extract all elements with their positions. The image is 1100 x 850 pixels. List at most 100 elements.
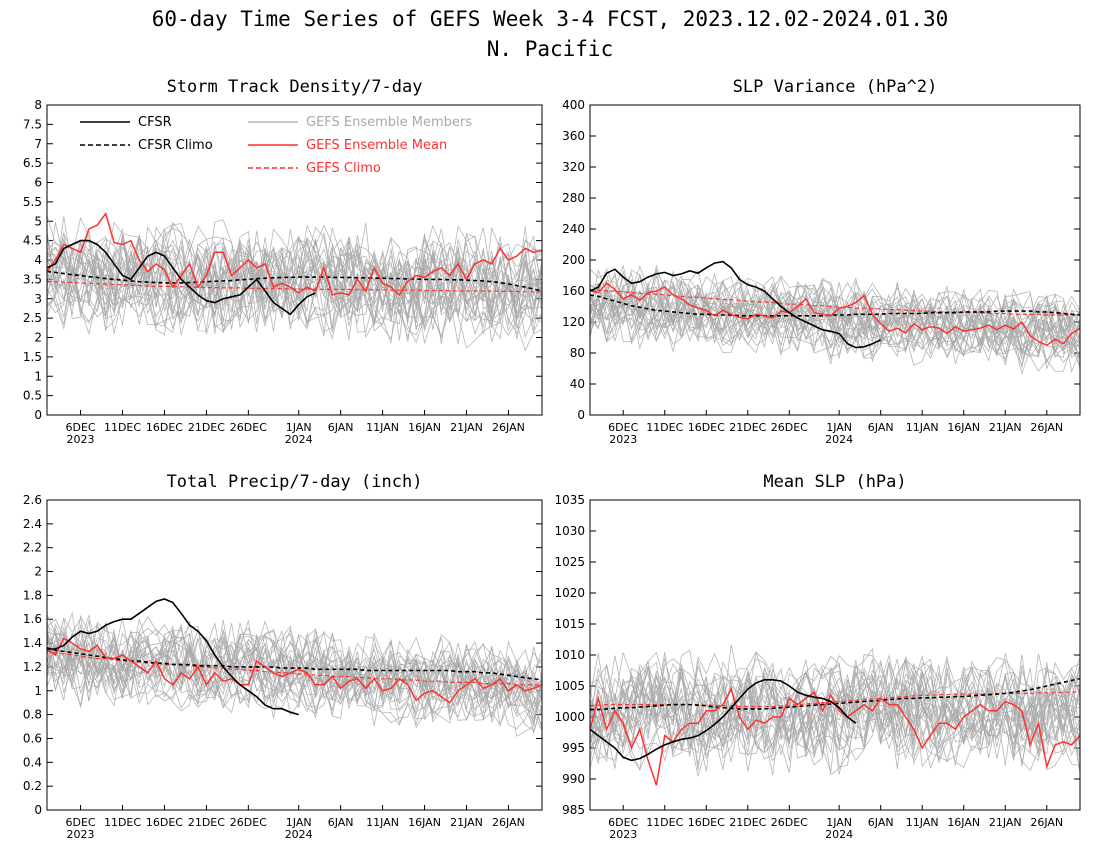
y-tick-label: 4 [34, 253, 42, 267]
y-tick-label: 1000 [554, 710, 585, 724]
y-tick-label: 6.5 [23, 156, 42, 170]
ensemble-member-line [47, 620, 542, 712]
y-tick-label: 400 [562, 98, 585, 112]
ensemble-member-line [47, 635, 542, 731]
plot-area [590, 260, 1080, 376]
x-tick-label: 6DEC [66, 816, 96, 829]
gefs-ensemble-mean-line [47, 211, 542, 297]
y-tick-label: 1020 [554, 586, 585, 600]
ensemble-member-line [47, 235, 542, 344]
x-tick-label: 26DEC [230, 816, 267, 829]
ensemble-member-line [590, 659, 1080, 745]
x-tick-label: 16DEC [146, 421, 183, 434]
chart-panels: Storm Track Density/7-day 0 0.5 1 1.5 2 2.5 3 3.… [23, 77, 1081, 841]
gefs-ensemble-mean-line [590, 282, 1080, 347]
x-tick-label: 11JAN [906, 816, 939, 829]
y-tick-label: 160 [562, 284, 585, 298]
gefs-climo-line [590, 288, 1080, 316]
x-tick-label: 16JAN [947, 421, 980, 434]
y-tick-label: 7 [34, 137, 42, 151]
ensemble-member-line [590, 655, 1080, 756]
x-tick-label: 21DEC [188, 421, 225, 434]
ensemble-member-line [590, 659, 1080, 757]
legend-label-climo: GEFS Climo [306, 161, 381, 176]
x-tick-label: 26DEC [771, 421, 808, 434]
y-tick-label: 80 [570, 346, 585, 360]
x-tick-year: 2023 [609, 828, 637, 841]
legend-label-mean: GEFS Ensemble Mean [306, 138, 447, 153]
y-tick-label: 1.2 [23, 660, 42, 674]
legend-label-cfsr: CFSR [138, 115, 172, 130]
y-tick-label: 5.5 [23, 195, 42, 209]
y-tick-label: 0 [34, 803, 42, 817]
x-tick-label: 6DEC [608, 421, 638, 434]
x-tick-label: 1JAN [826, 816, 852, 829]
ensemble-member-line [47, 237, 542, 333]
ensemble-member-line [47, 247, 542, 345]
ensemble-member-line [590, 268, 1080, 364]
x-tick-label: 11JAN [366, 421, 399, 434]
y-tick-label: 1035 [554, 493, 585, 507]
x-tick-label: 16DEC [688, 421, 725, 434]
legend: CFSR CFSR Climo GEFS Ensemble Members GEFS … [80, 115, 472, 176]
y-tick-label: 1030 [554, 524, 585, 538]
plot-frame [589, 499, 1081, 811]
y-tick-label: 8 [34, 98, 42, 112]
x-tick-label: 21JAN [450, 816, 483, 829]
x-tick-label: 11JAN [906, 421, 939, 434]
x-tick-year: 2024 [825, 433, 853, 446]
x-tick-label: 21JAN [450, 421, 483, 434]
ensemble-member-line [590, 653, 1080, 756]
y-tick-label: 1.5 [23, 350, 42, 364]
cfsr-line [590, 260, 882, 349]
y-tick-label: 2 [34, 565, 42, 579]
y-tick-label: 1 [34, 684, 42, 698]
x-tick-label: 21DEC [188, 816, 225, 829]
y-tick-label: 2 [34, 331, 42, 345]
x-tick-year: 2023 [609, 433, 637, 446]
panel-title: Storm Track Density/7-day [167, 77, 423, 97]
y-tick-label: 995 [562, 741, 585, 755]
y-tick-label: 5 [34, 214, 42, 228]
ensemble-member-line [47, 642, 542, 726]
plot-frame [46, 104, 543, 416]
y-tick-label: 6 [34, 176, 42, 190]
y-tick-label: 2.2 [23, 541, 42, 555]
y-tick-label: 3 [34, 292, 42, 306]
y-tick-label: 1010 [554, 648, 585, 662]
ensemble-member-line [590, 660, 1080, 750]
ensemble-member-line [590, 269, 1080, 358]
ensemble-member-line [47, 613, 542, 718]
y-tick-label: 240 [562, 222, 585, 236]
x-tick-label: 16DEC [146, 816, 183, 829]
y-tick-label: 7.5 [23, 117, 42, 131]
x-tick-year: 2024 [285, 828, 313, 841]
x-tick-label: 26JAN [492, 816, 525, 829]
x-tick-label: 26JAN [1030, 816, 1063, 829]
ensemble-member-line [47, 623, 542, 722]
y-tick-label: 1.4 [23, 636, 42, 650]
x-tick-year: 2024 [285, 433, 313, 446]
x-tick-label: 6JAN [328, 816, 354, 829]
y-tick-label: 280 [562, 191, 585, 205]
x-tick-label: 26DEC [230, 421, 267, 434]
ensemble-member-line [47, 622, 542, 719]
panel-title: Total Precip/7-day (inch) [167, 472, 423, 492]
x-tick-label: 16JAN [947, 816, 980, 829]
y-tick-label: 0.5 [23, 389, 42, 403]
ensemble-member-line [590, 658, 1080, 757]
y-tick-label: 120 [562, 315, 585, 329]
x-tick-label: 26DEC [771, 816, 808, 829]
ensemble-member-line [47, 245, 542, 335]
y-tick-label: 0.4 [23, 755, 42, 769]
ensemble-member-line [590, 652, 1080, 757]
ensemble-member-line [590, 662, 1080, 761]
ensemble-member-line [590, 660, 1080, 768]
y-tick-label: 1.8 [23, 588, 42, 602]
x-tick-label: 21DEC [729, 816, 766, 829]
x-tick-label: 26JAN [492, 421, 525, 434]
gefs-climo-line [47, 650, 542, 686]
plot-frame [46, 499, 543, 811]
y-tick-label: 985 [562, 803, 585, 817]
